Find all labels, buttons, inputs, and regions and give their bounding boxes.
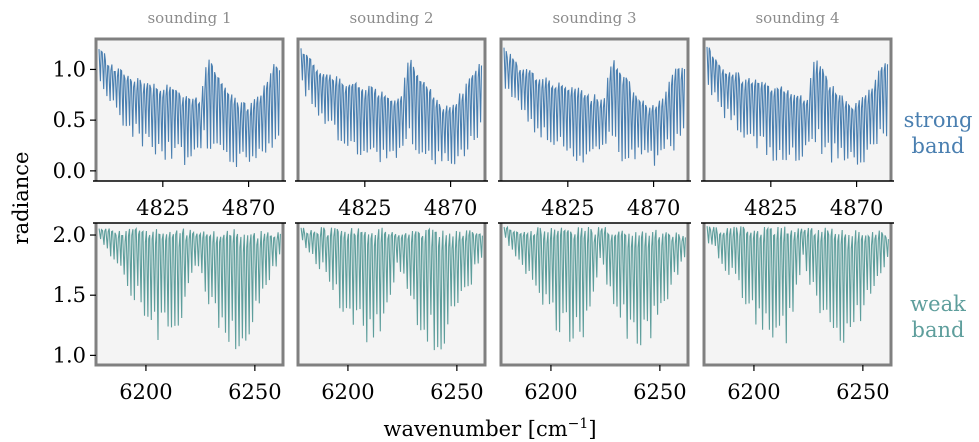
strong-x-tick-label: 4825: [136, 196, 189, 220]
weak-band-x-axis: 6200 6250 6200 6250 6200 6250 6200 6250: [119, 365, 890, 404]
panel-titles: sounding 1 sounding 2 sounding 3 sounding 4: [147, 9, 839, 27]
x-axis-label-tail: ]: [588, 417, 596, 441]
x-axis-label: wavenumber [cm−1]: [383, 416, 596, 441]
strong-band-spectrum-line-2: [300, 48, 483, 165]
weak-band-spectrum-line-2: [300, 227, 483, 351]
strong-x-tick-label: 4870: [424, 196, 477, 220]
panel-title-4: sounding 4: [755, 9, 839, 27]
weak-band-label-line2: band: [912, 318, 965, 342]
weak-x-tick-label: 6200: [524, 380, 577, 404]
strong-band-panel-4: [701, 37, 894, 182]
panel-frame: [499, 37, 690, 181]
weak-band-label-line1: weak: [910, 292, 966, 316]
strong-band-panel-3: [498, 37, 691, 182]
strong-x-tick-label: 4870: [222, 196, 275, 220]
strong-band-x-axis: 4825 4870 4825 4870 4825 4870 4825 4870: [136, 181, 883, 220]
strong-band-panel-1: [93, 37, 286, 182]
strong-band-label-line2: band: [912, 134, 965, 158]
weak-y-tick-label: 1.0: [53, 343, 86, 367]
panel-frame: [94, 37, 285, 181]
weak-y-tick-label: 1.5: [53, 283, 86, 307]
weak-x-tick-label: 6200: [727, 380, 780, 404]
weak-band-panel-3: [498, 222, 691, 367]
panel-frame: [702, 37, 893, 181]
strong-band-spectrum-line-3: [503, 47, 686, 166]
strong-x-tick-label: 4825: [541, 196, 594, 220]
weak-x-tick-label: 6200: [119, 380, 172, 404]
panel-frame: [94, 223, 285, 367]
panel-frame: [702, 223, 893, 367]
weak-band-panel-2: [295, 222, 488, 367]
strong-y-tick-label: 0.0: [53, 159, 86, 183]
weak-x-tick-label: 6250: [430, 380, 483, 404]
strong-band-panels: [93, 37, 894, 182]
weak-band-spectrum-line-3: [503, 225, 686, 346]
strong-band-label-line1: strong: [904, 108, 973, 132]
panel-title-1: sounding 1: [147, 9, 231, 27]
strong-x-tick-label: 4825: [744, 196, 797, 220]
strong-y-tick-label: 0.5: [53, 108, 86, 132]
panel-frame: [499, 223, 690, 367]
strong-band-spectrum-line-4: [706, 46, 889, 165]
band-labels: strong band weak band: [904, 108, 973, 342]
weak-band-panel-4: [701, 222, 894, 367]
strong-band-y-axis: 0.0 0.5 1.0: [53, 57, 96, 183]
weak-x-tick-label: 6250: [836, 380, 889, 404]
y-axis-label: radiance: [9, 152, 33, 245]
panel-frame: [296, 223, 487, 367]
x-axis-label-main: wavenumber [cm: [383, 417, 567, 441]
weak-band-y-axis: 1.0 1.5 2.0: [53, 223, 96, 367]
weak-x-tick-label: 6250: [228, 380, 281, 404]
strong-x-tick-label: 4870: [830, 196, 883, 220]
weak-band-spectrum-line-4: [706, 226, 889, 344]
weak-band-panel-1: [93, 222, 286, 367]
weak-x-tick-label: 6250: [633, 380, 686, 404]
strong-band-spectrum-line-1: [98, 49, 281, 168]
strong-band-panel-2: [295, 37, 488, 182]
weak-band-panels: [93, 222, 894, 367]
strong-x-tick-label: 4870: [627, 196, 680, 220]
strong-y-tick-label: 1.0: [53, 57, 86, 81]
weak-y-tick-label: 2.0: [53, 223, 86, 247]
panel-frame: [296, 37, 487, 181]
weak-x-tick-label: 6200: [321, 380, 374, 404]
panel-title-3: sounding 3: [552, 9, 636, 27]
x-axis-label-superscript: −1: [568, 416, 589, 432]
weak-band-spectrum-line-1: [98, 226, 281, 350]
strong-x-tick-label: 4825: [338, 196, 391, 220]
panel-title-2: sounding 2: [349, 9, 433, 27]
